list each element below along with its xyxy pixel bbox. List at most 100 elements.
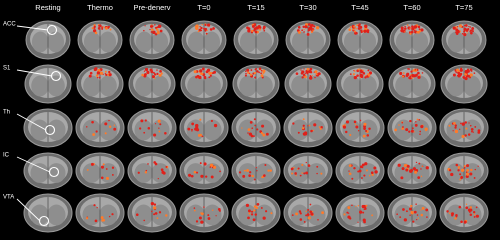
activation-spot [159, 29, 163, 33]
activation-spot [154, 77, 156, 80]
activation-spot [295, 72, 299, 75]
activation-spot [219, 170, 221, 173]
brain-slice [439, 193, 489, 233]
activation-spot [460, 176, 464, 179]
activation-spot [88, 74, 92, 78]
activation-spot [417, 71, 420, 74]
activation-spot [409, 119, 412, 123]
column-header: Thermo [87, 3, 113, 12]
brain-slice [388, 64, 436, 104]
activation-spot [190, 174, 194, 178]
slice-right [411, 75, 429, 97]
activation-spot [364, 162, 368, 166]
activation-spot [467, 133, 471, 136]
activation-spot [137, 171, 140, 174]
activation-spot [261, 176, 263, 179]
activation-spot [302, 118, 305, 121]
activation-spot [348, 170, 350, 172]
slice-left [291, 75, 309, 97]
activation-spot [363, 174, 366, 177]
activation-spot [409, 169, 413, 173]
slice-left [343, 31, 361, 53]
activation-spot [314, 70, 318, 74]
activation-spot [160, 72, 163, 75]
activation-spot [403, 218, 407, 222]
activation-spot [415, 161, 418, 164]
activation-spot [456, 28, 458, 31]
activation-spot [396, 213, 398, 216]
activation-spot [153, 133, 157, 137]
activation-spot [104, 70, 107, 73]
activation-spot [200, 174, 204, 178]
activation-spot [243, 169, 246, 172]
activation-spot [154, 123, 157, 125]
activation-spot [415, 203, 417, 205]
activation-spot [370, 171, 374, 175]
slice-right [99, 75, 117, 97]
activation-spot [247, 132, 249, 134]
brain-slice [283, 152, 333, 190]
activation-spot [256, 170, 258, 172]
activation-spot [457, 74, 461, 78]
activation-spot [303, 31, 305, 33]
activation-spot [421, 206, 425, 210]
activation-spot [305, 214, 308, 217]
activation-spot [425, 166, 429, 170]
activation-spot [404, 27, 407, 30]
activation-spot [215, 215, 217, 217]
activation-spot [305, 210, 307, 213]
activation-spot [369, 175, 371, 177]
activation-spot [471, 130, 473, 133]
activation-spot [475, 206, 478, 209]
activation-spot [313, 25, 316, 28]
activation-spot [244, 74, 248, 77]
brain-slice [181, 20, 227, 60]
slice-left [31, 75, 49, 97]
activation-spot [193, 209, 196, 212]
activation-spot [254, 30, 258, 34]
activation-spot [295, 212, 299, 216]
activation-spot [294, 172, 297, 175]
slice-right [203, 204, 222, 226]
activation-spot [303, 220, 306, 223]
activation-spot [466, 172, 470, 176]
activation-spot [111, 213, 114, 216]
activation-spot [304, 72, 306, 75]
activation-spot [307, 164, 311, 167]
activation-spot [367, 69, 370, 72]
activation-spot [359, 210, 363, 214]
brain-slice [389, 20, 435, 60]
slice-left [342, 204, 361, 226]
activation-spot [156, 31, 160, 35]
activation-spot [414, 30, 417, 33]
activation-spot [253, 71, 257, 75]
activation-spot [366, 29, 370, 33]
activation-spot [410, 210, 414, 215]
slice-left [134, 204, 153, 226]
activation-spot [420, 28, 424, 32]
activation-spot [320, 172, 323, 175]
slice-right [307, 119, 326, 141]
activation-spot [304, 25, 308, 29]
row-label: VTA [3, 195, 14, 201]
activation-spot [297, 30, 301, 34]
activation-spot [99, 71, 104, 75]
activation-spot [473, 72, 475, 74]
activation-spot [362, 69, 364, 72]
activation-spot [198, 216, 202, 220]
activation-spot [463, 25, 466, 27]
activation-spot [309, 76, 313, 80]
activation-spot [419, 74, 421, 77]
activation-spot [109, 28, 112, 31]
activation-spot [463, 220, 467, 224]
activation-spot [251, 174, 254, 178]
activation-spot [474, 126, 477, 128]
slice-left [82, 204, 101, 226]
activation-spot [356, 24, 359, 27]
activation-spot [254, 76, 257, 79]
activation-spot [409, 77, 412, 80]
activation-spot [469, 213, 473, 217]
activation-spot [418, 162, 421, 165]
activation-spot [151, 210, 153, 213]
activation-spot [242, 174, 246, 178]
